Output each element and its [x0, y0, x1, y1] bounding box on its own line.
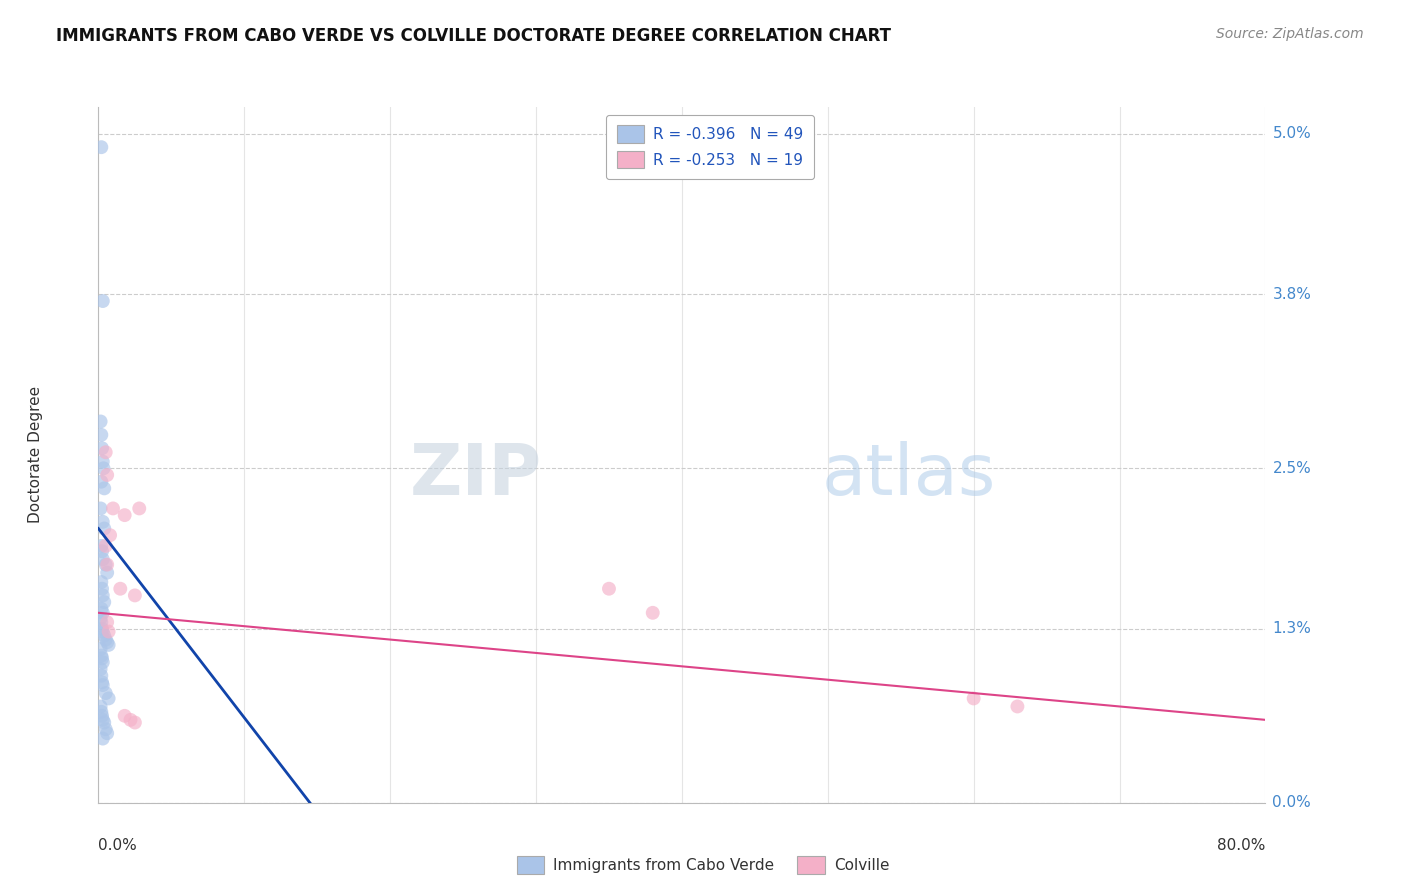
Point [94, 558, 117, 572]
Text: 0.0%: 0.0% [1272, 796, 1312, 810]
Point [97, 624, 120, 639]
Point [598, 582, 620, 596]
Point [91, 678, 114, 692]
Point [90, 642, 112, 657]
Point [128, 501, 150, 516]
Point [94, 723, 117, 737]
Point [96, 467, 118, 482]
Text: 80.0%: 80.0% [1218, 838, 1265, 854]
Text: 5.0%: 5.0% [1272, 127, 1312, 141]
Text: Doctorate Degree: Doctorate Degree [28, 386, 42, 524]
Point [91, 622, 114, 636]
Point [90, 414, 112, 429]
Point [91, 713, 114, 727]
Point [91, 624, 114, 639]
Point [90, 699, 112, 714]
Text: 1.3%: 1.3% [1272, 622, 1312, 636]
Point [641, 606, 664, 620]
Point [91, 582, 114, 596]
Legend: R = -0.396   N = 49, R = -0.253   N = 19: R = -0.396 N = 49, R = -0.253 N = 19 [606, 115, 814, 179]
Point [91, 655, 114, 669]
Point [91, 708, 114, 723]
Point [93, 595, 115, 609]
Text: 0.0%: 0.0% [98, 838, 138, 854]
Point [91, 455, 114, 469]
Point [91, 515, 114, 529]
Point [91, 675, 114, 690]
Point [90, 611, 112, 625]
Point [93, 715, 115, 730]
Point [90, 501, 112, 516]
Point [96, 615, 118, 630]
Point [124, 715, 146, 730]
Point [120, 713, 142, 727]
Point [96, 558, 118, 572]
Point [90, 705, 112, 719]
Point [124, 589, 146, 603]
Point [96, 635, 118, 649]
Point [94, 632, 117, 647]
Point [1007, 699, 1029, 714]
Point [94, 686, 117, 700]
Point [96, 566, 118, 580]
Point [97, 638, 120, 652]
Text: Source: ZipAtlas.com: Source: ZipAtlas.com [1216, 27, 1364, 41]
Text: IMMIGRANTS FROM CABO VERDE VS COLVILLE DOCTORATE DEGREE CORRELATION CHART: IMMIGRANTS FROM CABO VERDE VS COLVILLE D… [56, 27, 891, 45]
Point [91, 589, 114, 603]
Point [91, 731, 114, 746]
Point [91, 606, 114, 620]
Point [91, 552, 114, 566]
Point [90, 615, 112, 630]
Point [94, 445, 117, 459]
Point [91, 544, 114, 558]
Point [90, 662, 112, 676]
Point [90, 648, 112, 663]
Legend: Immigrants from Cabo Verde, Colville: Immigrants from Cabo Verde, Colville [510, 850, 896, 880]
Point [90, 539, 112, 553]
Point [93, 628, 115, 642]
Text: 3.8%: 3.8% [1272, 287, 1312, 301]
Point [91, 442, 114, 456]
Text: 2.5%: 2.5% [1272, 461, 1312, 475]
Point [91, 651, 114, 665]
Point [90, 602, 112, 616]
Point [98, 528, 121, 542]
Text: ZIP: ZIP [409, 442, 541, 510]
Point [90, 669, 112, 683]
Point [962, 691, 984, 706]
Point [90, 140, 112, 154]
Point [91, 294, 114, 309]
Point [96, 726, 118, 740]
Point [93, 482, 115, 496]
Point [93, 461, 115, 475]
Text: atlas: atlas [823, 442, 997, 510]
Point [114, 508, 136, 523]
Point [94, 539, 117, 553]
Point [97, 691, 120, 706]
Point [90, 475, 112, 489]
Point [90, 575, 112, 590]
Point [114, 708, 136, 723]
Point [90, 428, 112, 442]
Point [93, 521, 115, 535]
Point [101, 501, 124, 516]
Point [110, 582, 132, 596]
